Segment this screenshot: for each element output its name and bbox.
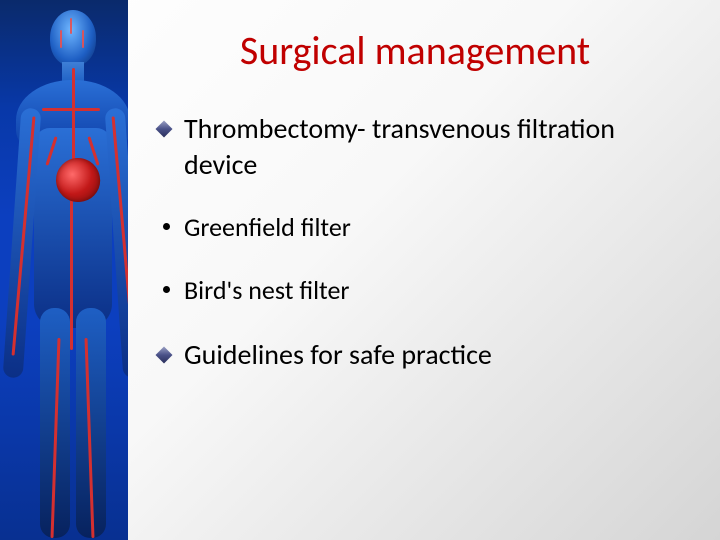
slide-title: Surgical management (140, 26, 690, 75)
anatomy-head (50, 10, 96, 66)
artery-icon (70, 200, 73, 350)
bullet-text: Thrombectomy- transvenous filtration dev… (184, 111, 615, 182)
list-item: Bird's nest filter (158, 274, 690, 307)
list-item: Guidelines for safe practice (158, 337, 690, 373)
bullet-text: Guidelines for safe practice (184, 337, 492, 372)
bullet-text: Bird's nest filter (184, 274, 349, 306)
artery-icon (42, 108, 100, 111)
capillary-icon (82, 30, 84, 48)
bullet-text: Greenfield filter (184, 211, 351, 243)
capillary-icon (60, 30, 62, 48)
slide-content: Surgical management Thrombectomy- transv… (128, 0, 720, 540)
bullet-list: Thrombectomy- transvenous filtration dev… (140, 111, 690, 373)
anatomy-figure (10, 8, 120, 528)
sidebar-anatomy-image (0, 0, 128, 540)
list-item: Thrombectomy- transvenous filtration dev… (158, 111, 690, 183)
capillary-icon (70, 18, 72, 34)
list-item: Greenfield filter (158, 211, 690, 244)
artery-icon (72, 68, 75, 164)
